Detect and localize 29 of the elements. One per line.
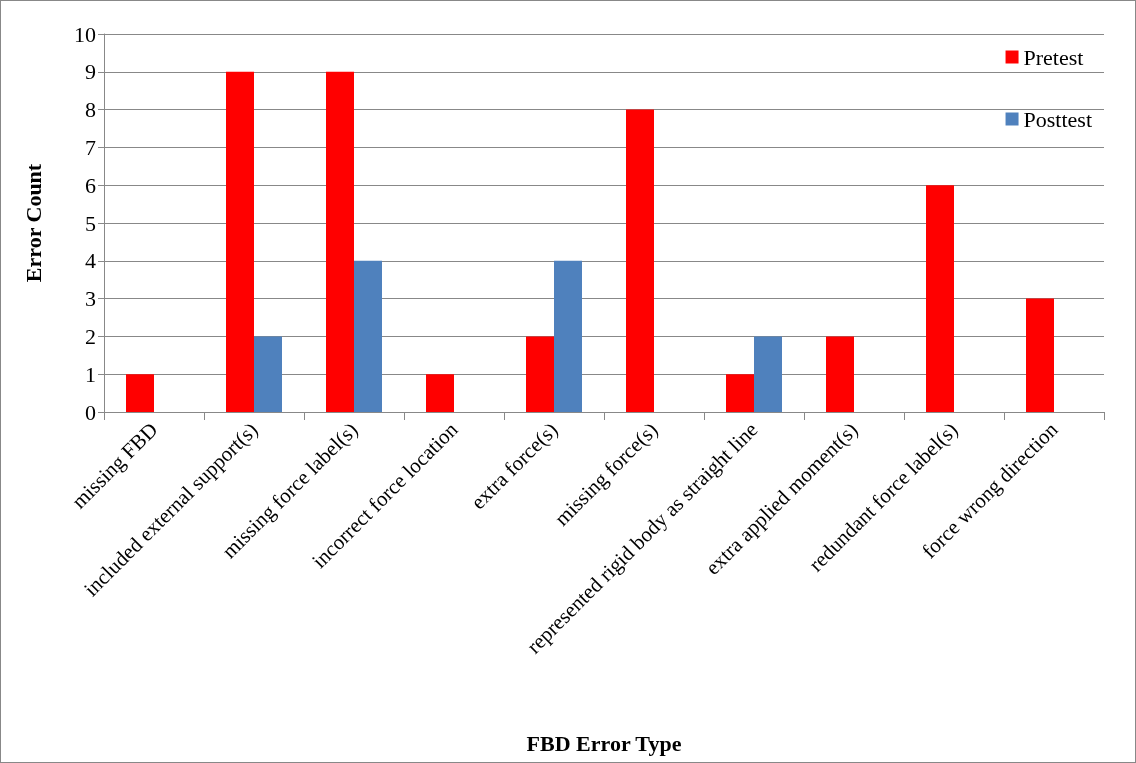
bar (426, 374, 454, 412)
bar (226, 71, 254, 412)
y-tick-label: 10 (74, 21, 96, 47)
bar (726, 374, 754, 412)
bar (326, 71, 354, 412)
y-tick-label: 7 (85, 134, 96, 160)
y-tick-label: 6 (85, 172, 96, 198)
y-tick-label: 0 (85, 399, 96, 425)
y-tick-label: 5 (85, 210, 96, 236)
bar (126, 374, 154, 412)
bar (626, 109, 654, 412)
y-tick-label: 2 (85, 323, 96, 349)
bar (1026, 298, 1054, 412)
bar (254, 336, 282, 412)
bar (826, 336, 854, 412)
bar (354, 260, 382, 412)
legend-label: Posttest (1023, 106, 1093, 132)
bar (554, 260, 582, 412)
y-tick-label: 8 (85, 97, 96, 123)
bar (526, 336, 554, 412)
y-tick-label: 1 (85, 361, 96, 387)
y-tick-label: 9 (85, 59, 96, 85)
y-axis-title: Error Count (20, 163, 46, 283)
legend-label: Pretest (1023, 44, 1084, 70)
x-axis-title: FBD Error Type (526, 730, 682, 756)
bar (926, 185, 954, 412)
y-tick-label: 3 (85, 286, 96, 312)
bar (754, 336, 782, 412)
y-tick-label: 4 (85, 248, 96, 274)
